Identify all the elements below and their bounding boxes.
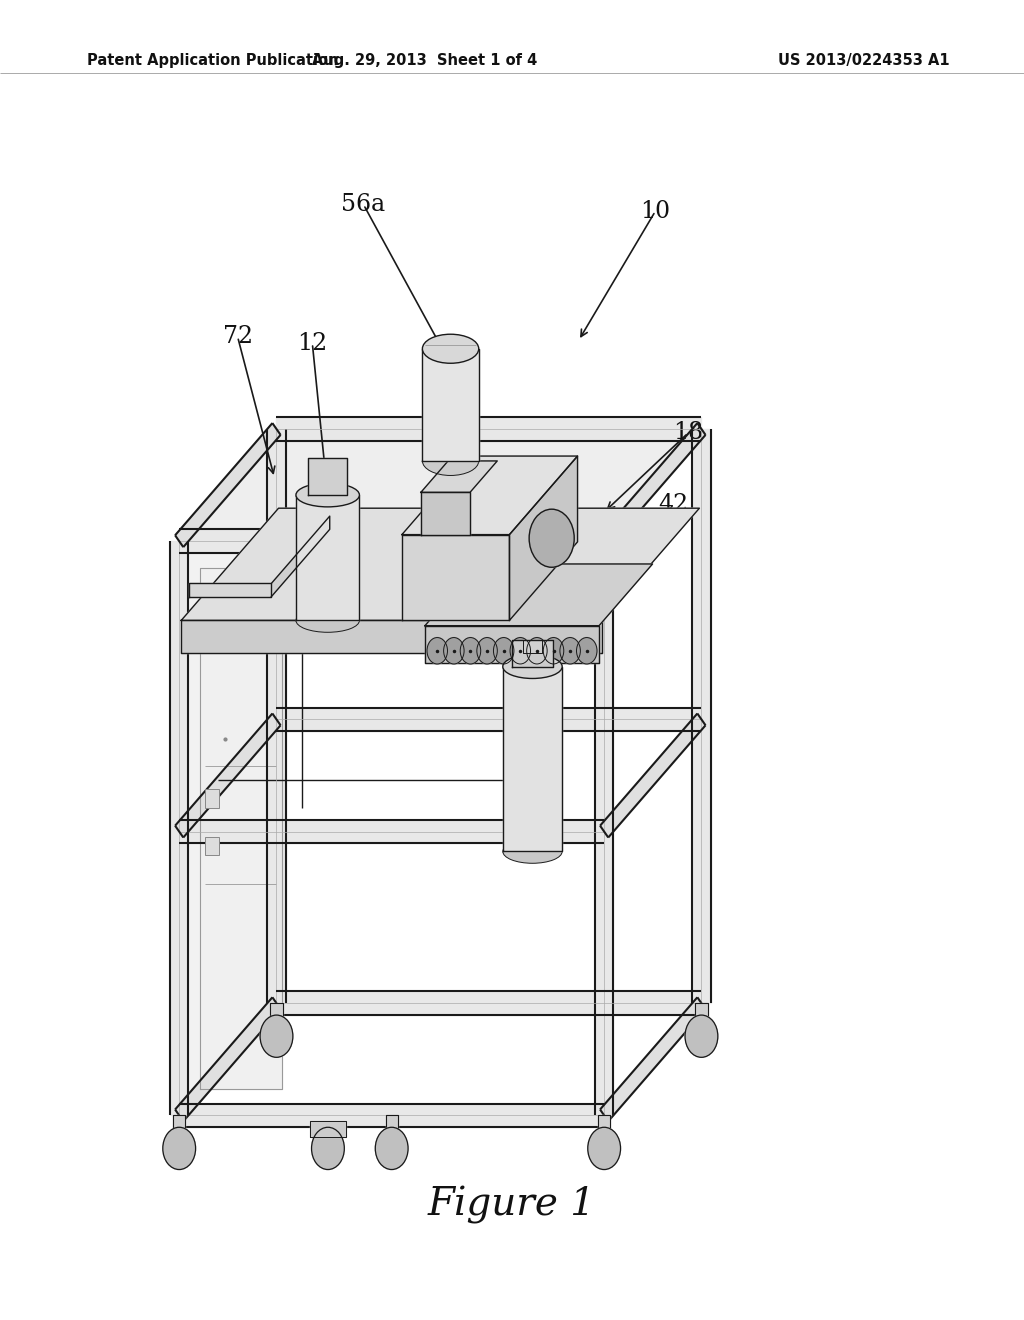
Polygon shape bbox=[598, 1115, 610, 1148]
Polygon shape bbox=[200, 568, 282, 1089]
Bar bbox=[205, 837, 219, 855]
Polygon shape bbox=[270, 1003, 283, 1036]
Circle shape bbox=[260, 1015, 293, 1057]
Polygon shape bbox=[175, 998, 281, 1121]
Polygon shape bbox=[695, 1003, 708, 1036]
Circle shape bbox=[544, 638, 564, 664]
Polygon shape bbox=[425, 626, 599, 663]
Polygon shape bbox=[296, 495, 359, 620]
Polygon shape bbox=[595, 541, 613, 1115]
Circle shape bbox=[560, 638, 581, 664]
Polygon shape bbox=[175, 424, 281, 546]
Text: Figure 1: Figure 1 bbox=[428, 1187, 596, 1224]
Polygon shape bbox=[179, 429, 276, 1115]
Circle shape bbox=[163, 1127, 196, 1170]
Circle shape bbox=[494, 638, 514, 664]
Polygon shape bbox=[523, 640, 542, 653]
Ellipse shape bbox=[503, 840, 562, 863]
Text: 18: 18 bbox=[673, 421, 703, 445]
Circle shape bbox=[526, 638, 547, 664]
Polygon shape bbox=[179, 820, 604, 843]
Polygon shape bbox=[179, 529, 604, 553]
Ellipse shape bbox=[422, 446, 479, 475]
Ellipse shape bbox=[503, 655, 562, 678]
Ellipse shape bbox=[422, 334, 479, 363]
Polygon shape bbox=[510, 457, 578, 620]
Polygon shape bbox=[401, 535, 510, 620]
Polygon shape bbox=[179, 429, 701, 541]
Text: Aug. 29, 2013  Sheet 1 of 4: Aug. 29, 2013 Sheet 1 of 4 bbox=[312, 53, 538, 67]
Circle shape bbox=[685, 1015, 718, 1057]
Circle shape bbox=[427, 638, 447, 664]
Polygon shape bbox=[181, 620, 602, 653]
Text: 10: 10 bbox=[640, 199, 671, 223]
Polygon shape bbox=[181, 508, 699, 620]
Polygon shape bbox=[503, 667, 562, 851]
Circle shape bbox=[443, 638, 464, 664]
Text: 12: 12 bbox=[297, 331, 328, 355]
Polygon shape bbox=[425, 564, 652, 626]
Polygon shape bbox=[512, 640, 553, 667]
Polygon shape bbox=[422, 348, 479, 461]
Circle shape bbox=[375, 1127, 408, 1170]
Circle shape bbox=[311, 1127, 344, 1170]
Polygon shape bbox=[276, 991, 701, 1015]
Polygon shape bbox=[271, 516, 330, 597]
Polygon shape bbox=[179, 1104, 604, 1127]
Polygon shape bbox=[692, 429, 711, 1003]
Circle shape bbox=[460, 638, 480, 664]
Polygon shape bbox=[170, 541, 188, 1115]
Text: 72: 72 bbox=[222, 325, 253, 348]
Polygon shape bbox=[421, 461, 498, 492]
Polygon shape bbox=[308, 458, 347, 495]
Polygon shape bbox=[600, 714, 706, 837]
Polygon shape bbox=[309, 1121, 346, 1137]
Text: 56a: 56a bbox=[341, 193, 386, 216]
Text: US 2013/0224353 A1: US 2013/0224353 A1 bbox=[778, 53, 950, 67]
Text: 42: 42 bbox=[658, 492, 689, 516]
Polygon shape bbox=[276, 708, 701, 731]
Text: Patent Application Publication: Patent Application Publication bbox=[87, 53, 339, 67]
Polygon shape bbox=[175, 714, 281, 837]
Bar bbox=[205, 789, 219, 808]
Polygon shape bbox=[421, 492, 470, 535]
Circle shape bbox=[477, 638, 498, 664]
Polygon shape bbox=[600, 998, 706, 1121]
Polygon shape bbox=[401, 457, 578, 535]
Polygon shape bbox=[276, 417, 701, 441]
Circle shape bbox=[529, 510, 574, 568]
Circle shape bbox=[510, 638, 530, 664]
Ellipse shape bbox=[296, 483, 359, 507]
Circle shape bbox=[588, 1127, 621, 1170]
Polygon shape bbox=[173, 1115, 185, 1148]
Ellipse shape bbox=[296, 609, 359, 632]
Polygon shape bbox=[267, 429, 286, 1003]
Polygon shape bbox=[189, 583, 271, 597]
Circle shape bbox=[577, 638, 597, 664]
Polygon shape bbox=[385, 1115, 397, 1148]
Polygon shape bbox=[600, 424, 706, 546]
